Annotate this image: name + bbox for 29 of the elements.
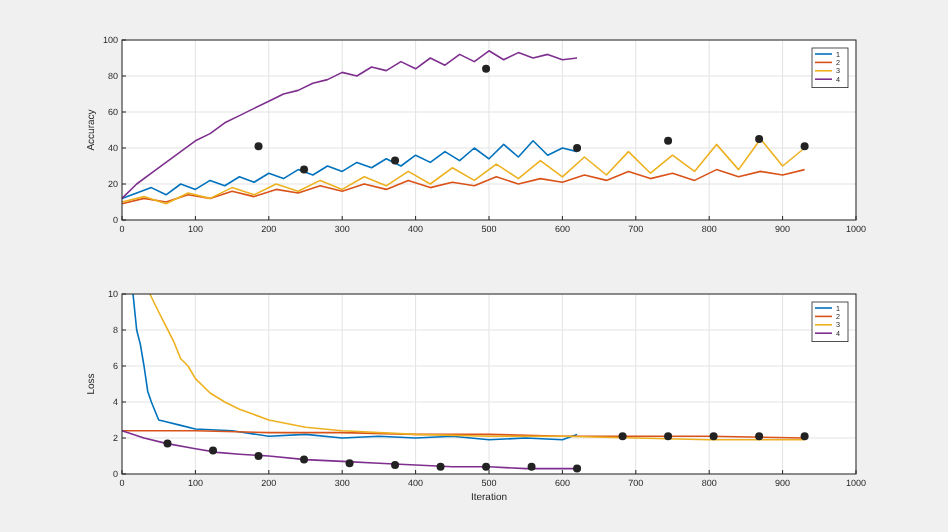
point [436,462,445,471]
point [573,464,582,473]
point [527,462,536,471]
point [482,64,491,73]
point [755,135,764,143]
point [755,432,764,441]
line-series [121,50,578,200]
point [664,432,673,441]
point [391,461,400,469]
line-series [132,293,578,441]
point [618,432,627,441]
line-series [121,138,806,205]
point [254,142,263,151]
point [300,455,309,464]
point [800,142,809,151]
point [209,446,218,455]
point [345,459,354,468]
line-series [121,168,806,205]
point [391,156,400,165]
point [300,165,309,174]
point [664,136,673,145]
point [800,432,809,441]
point [482,462,491,471]
point [709,432,718,441]
line-series [121,140,578,200]
point [573,144,582,152]
point [254,452,263,460]
point [163,439,172,448]
line-series [149,293,806,441]
